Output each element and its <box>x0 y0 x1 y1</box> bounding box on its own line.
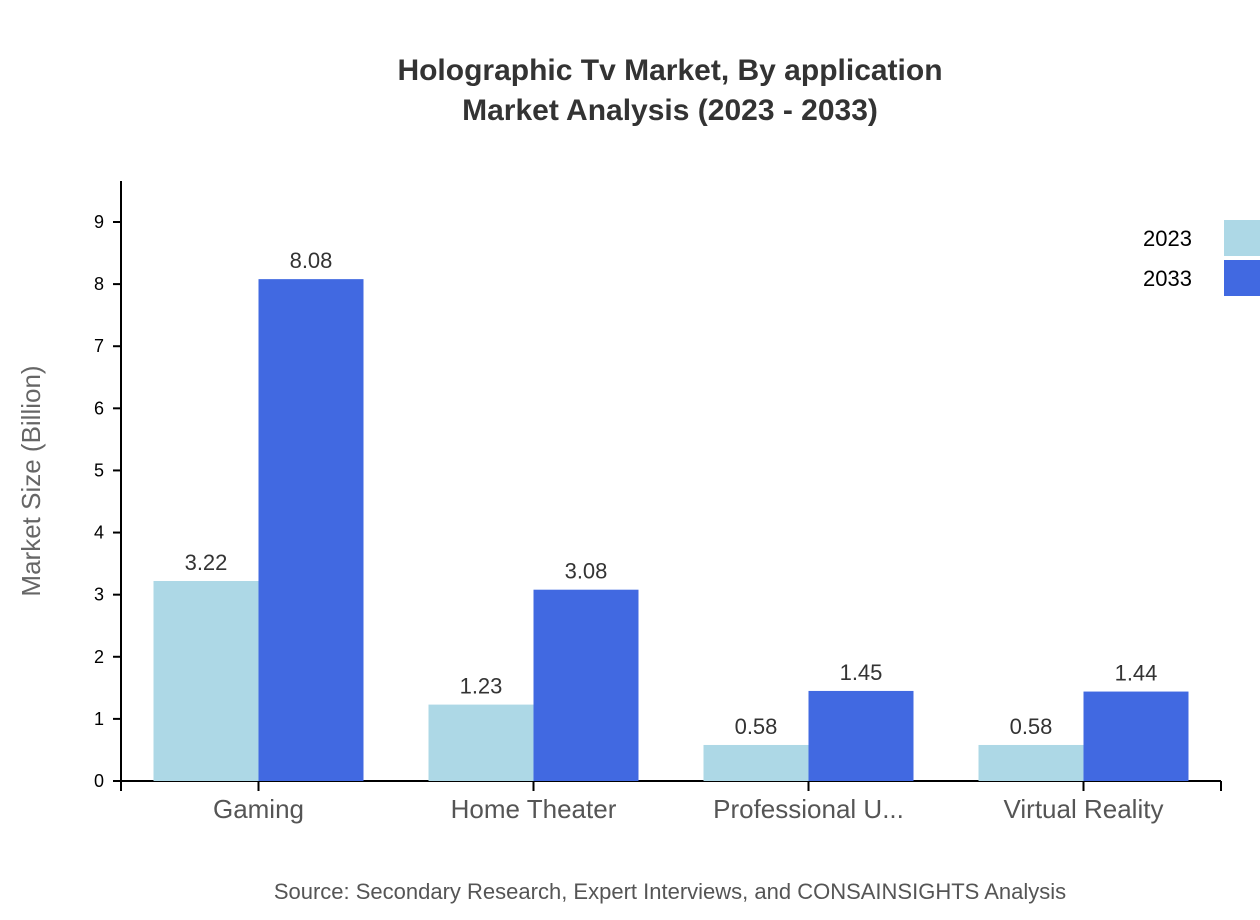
bars <box>153 279 1189 781</box>
source-note: Source: Secondary Research, Expert Inter… <box>274 879 1066 904</box>
data-label: 1.44 <box>1115 661 1158 686</box>
y-tick-label: 5 <box>94 460 104 480</box>
data-label: 0.58 <box>1010 714 1053 739</box>
x-tick-label: Gaming <box>213 794 304 824</box>
y-tick-label: 0 <box>94 771 104 791</box>
bar-2023-home-theater <box>428 704 534 781</box>
y-axis: 0 1 2 3 4 5 6 7 8 9 <box>94 181 122 791</box>
bar-2033-gaming <box>258 279 364 781</box>
chart-title-line-1: Holographic Tv Market, By application <box>397 54 942 87</box>
legend-swatch-2033 <box>1224 260 1260 296</box>
data-label: 1.45 <box>840 660 883 685</box>
bar-2023-professional-u- <box>703 744 809 781</box>
data-labels: 3.22 8.08 1.23 3.08 0.58 1.45 0.58 1.44 <box>185 248 1158 739</box>
bar-2033-virtual-reality <box>1083 691 1189 781</box>
chart-title: Holographic Tv Market, By application Ma… <box>397 54 942 127</box>
x-tick-label: Virtual Reality <box>1004 794 1164 824</box>
y-tick-label: 2 <box>94 647 104 667</box>
y-tick-label: 7 <box>94 336 104 356</box>
bar-2033-home-theater <box>533 589 639 781</box>
bar-2023-gaming <box>153 581 259 781</box>
y-tick-label: 3 <box>94 585 104 605</box>
legend-label-2033: 2033 <box>1143 266 1192 291</box>
bar-2023-virtual-reality <box>978 744 1084 781</box>
y-tick-label: 6 <box>94 398 104 418</box>
data-label: 3.22 <box>185 550 228 575</box>
y-tick-label: 9 <box>94 212 104 232</box>
bar-2033-professional-u- <box>808 690 914 781</box>
y-axis-label: Market Size (Billion) <box>16 365 46 596</box>
legend-swatch-2023 <box>1224 220 1260 256</box>
data-label: 3.08 <box>565 559 608 584</box>
x-tick-label: Home Theater <box>451 794 617 824</box>
y-tick-label: 4 <box>94 523 104 543</box>
data-label: 0.58 <box>735 714 778 739</box>
legend-label-2023: 2023 <box>1143 226 1192 251</box>
y-tick-label: 1 <box>94 709 104 729</box>
x-tick-label: Professional U... <box>713 794 904 824</box>
data-label: 1.23 <box>460 674 503 699</box>
legend: 2023 2033 <box>1143 220 1260 296</box>
y-tick-label: 8 <box>94 274 104 294</box>
chart-title-line-2: Market Analysis (2023 - 2033) <box>462 94 878 127</box>
data-label: 8.08 <box>290 248 333 273</box>
x-axis: Gaming Home Theater Professional U... Virtu… <box>120 780 1222 824</box>
